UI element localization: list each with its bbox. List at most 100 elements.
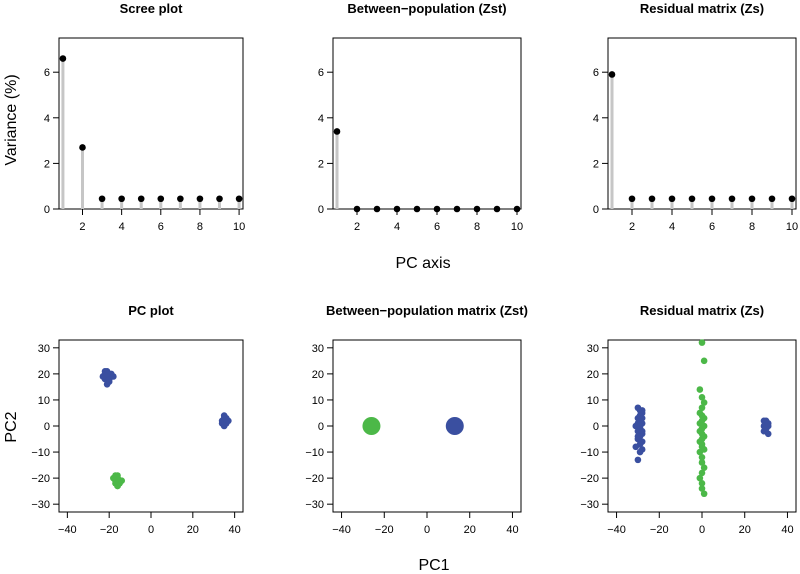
x-tick-label: 6 <box>434 221 440 233</box>
variance-point <box>648 195 656 203</box>
panel-scree-plot: Scree plot 2 4 6 8 10 0 2 4 6 <box>44 1 245 233</box>
variance-point <box>196 195 204 203</box>
green-point <box>698 480 706 487</box>
y-tick-label: −10 <box>31 447 50 459</box>
green-point <box>698 453 706 461</box>
y-tick-label: 30 <box>312 343 324 355</box>
variance-point <box>728 195 736 203</box>
y-tick-label: 30 <box>38 343 50 355</box>
variance-point <box>628 195 636 203</box>
variance-point <box>433 205 441 213</box>
variance-point <box>118 195 125 203</box>
x-tick-label: 6 <box>709 221 715 233</box>
y-tick-label: 2 <box>318 158 324 170</box>
green-point <box>698 404 706 412</box>
y-tick-label: 20 <box>587 369 599 381</box>
y-tick-label: 4 <box>318 113 324 125</box>
green-point <box>118 477 126 485</box>
y-tick-label: 0 <box>318 421 324 433</box>
y-tick-label: 30 <box>587 343 599 355</box>
panel-title: Between−population matrix (Zst) <box>326 303 528 318</box>
variance-point <box>473 205 481 213</box>
x-tick-label: −20 <box>650 524 669 536</box>
x-tick-label: 8 <box>749 221 755 233</box>
x-tick-label: 4 <box>394 221 400 233</box>
x-tick-label: 0 <box>424 524 430 536</box>
variance-point <box>688 195 696 203</box>
green-point <box>700 490 708 498</box>
plot-frame <box>58 37 244 210</box>
x-tick-label: 20 <box>187 524 199 536</box>
x-label-bottom: PC1 <box>418 557 449 574</box>
green-point <box>698 394 706 401</box>
variance-point <box>333 128 341 135</box>
x-tick-label: 20 <box>739 524 751 536</box>
blue-point <box>764 420 772 427</box>
variance-point <box>708 195 716 203</box>
variance-point <box>216 195 223 203</box>
panel-title: Between−population (Zst) <box>347 1 506 16</box>
y-tick-label: 20 <box>38 369 50 381</box>
x-tick-label: 40 <box>506 524 518 536</box>
x-tick-label: 40 <box>781 524 793 536</box>
y-tick-label: 0 <box>593 204 599 216</box>
panel-title: Residual matrix (Zs) <box>640 1 764 16</box>
plot-frame <box>58 339 244 513</box>
x-tick-label: 0 <box>699 524 705 536</box>
y-tick-label: −30 <box>580 499 599 511</box>
variance-point <box>59 55 67 62</box>
y-tick-label: −10 <box>580 447 599 459</box>
y-label-bottom: PC2 <box>3 411 20 442</box>
variance-point <box>768 195 776 203</box>
x-tick-label: 4 <box>119 221 125 233</box>
y-tick-label: 6 <box>318 67 324 79</box>
green-point <box>696 474 704 482</box>
panel-pc-plot: PC plot −40 −20 0 20 40 −30 −20 −10 0 10 20 30 <box>31 303 244 536</box>
blue-point <box>636 422 644 430</box>
blue-point <box>638 427 646 435</box>
green-point <box>112 472 119 479</box>
x-tick-label: −40 <box>607 524 626 536</box>
variance-point <box>513 205 521 213</box>
variance-point <box>668 195 676 203</box>
blue-point <box>445 417 464 435</box>
x-tick-label: 8 <box>197 221 203 233</box>
blue-point <box>638 414 646 422</box>
y-tick-label: 20 <box>312 369 324 381</box>
x-tick-label: 20 <box>464 524 476 536</box>
y-tick-label: 0 <box>44 204 50 216</box>
y-tick-label: −30 <box>305 499 324 511</box>
x-tick-label: 40 <box>229 524 241 536</box>
x-tick-label: −40 <box>58 524 77 536</box>
blue-point <box>110 373 117 380</box>
blue-point <box>103 381 111 388</box>
y-tick-label: 4 <box>44 113 50 125</box>
green-point <box>698 459 706 466</box>
blue-point <box>762 425 770 432</box>
y-tick-label: 6 <box>593 67 599 79</box>
x-tick-label: 2 <box>354 221 360 233</box>
plot-frame <box>607 37 797 210</box>
panel-title: PC plot <box>128 303 174 318</box>
green-point <box>696 386 704 393</box>
x-tick-label: 10 <box>786 221 798 233</box>
y-tick-label: −30 <box>31 499 50 511</box>
variance-point <box>98 195 106 203</box>
variance-point <box>453 205 461 213</box>
x-tick-label: 2 <box>629 221 635 233</box>
green-point <box>696 448 704 456</box>
variance-point <box>79 144 86 151</box>
variance-point <box>137 195 145 203</box>
x-tick-label: 10 <box>511 221 523 233</box>
variance-point <box>493 205 501 213</box>
green-point <box>700 357 708 365</box>
green-point <box>114 482 121 490</box>
y-tick-label: 0 <box>318 204 324 216</box>
x-tick-label: 10 <box>233 221 245 233</box>
blue-point <box>764 430 772 438</box>
y-tick-label: 6 <box>44 67 50 79</box>
plot-frame <box>332 37 522 210</box>
x-label-top: PC axis <box>395 255 450 272</box>
y-tick-label: 4 <box>593 113 599 125</box>
variance-point <box>373 205 381 213</box>
